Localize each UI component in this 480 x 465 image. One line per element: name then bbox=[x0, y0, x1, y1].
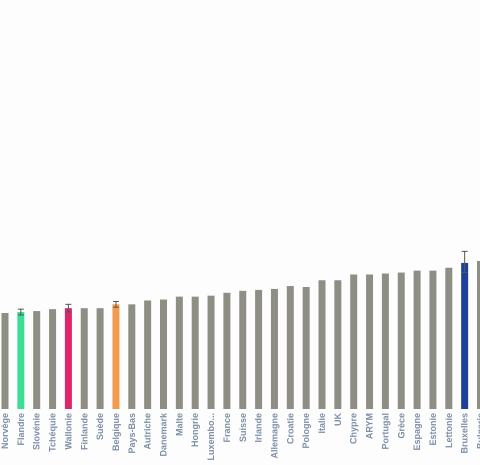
bar-croatie bbox=[286, 286, 294, 409]
bar-hongrie bbox=[191, 296, 199, 409]
tick-label-lettonie: Lettonie bbox=[444, 413, 454, 448]
tick-labels-group: Norvège Flandre Slovénie Tchéquie Wallonie Fi… bbox=[0, 412, 480, 461]
bar-pays-bas bbox=[128, 304, 136, 409]
tick-label-france: France bbox=[222, 413, 232, 443]
error-bars-group bbox=[17, 250, 468, 316]
tick-label-portugal: Portugal bbox=[380, 413, 390, 450]
tick-label-luxembo: Luxembo... bbox=[206, 413, 216, 461]
tick-label-bulgarie: Bulgarie bbox=[476, 413, 480, 449]
bar-suisse bbox=[239, 290, 247, 409]
tick-label-allemagne: Allemagne bbox=[269, 413, 279, 459]
bar-suede bbox=[96, 308, 104, 409]
tick-label-malte: Malte bbox=[174, 413, 184, 436]
bar-pologne bbox=[302, 287, 310, 409]
bar-lettonie bbox=[445, 267, 453, 409]
bar-luxembo bbox=[207, 295, 215, 409]
bar-italie bbox=[318, 280, 326, 409]
tick-label-pays-bas: Pays-Bas bbox=[127, 413, 137, 454]
tick-label-suede: Suède bbox=[95, 413, 105, 440]
tick-label-italie: Italie bbox=[317, 413, 327, 434]
bar-malte bbox=[175, 296, 183, 409]
tick-label-autriche: Autriche bbox=[143, 413, 153, 450]
bar-tchequie bbox=[49, 309, 57, 409]
bar-arym bbox=[366, 274, 374, 409]
tick-label-tchequie: Tchéquie bbox=[48, 413, 58, 452]
bar-chypre bbox=[350, 274, 358, 409]
bar-uk bbox=[334, 280, 342, 409]
bar-allemagne bbox=[270, 288, 278, 409]
tick-label-danemark: Danemark bbox=[159, 412, 169, 457]
tick-label-estonie: Estonie bbox=[428, 413, 438, 446]
tick-label-norvege: Norvège bbox=[0, 413, 10, 449]
tick-label-bruxelles: Bruxelles bbox=[460, 413, 470, 454]
bar-portugal bbox=[381, 273, 389, 409]
error-bar-bruxelles bbox=[461, 250, 468, 274]
tick-label-belgique: Belgique bbox=[111, 413, 121, 451]
bar-grece bbox=[397, 272, 405, 409]
tick-label-chypre: Chypre bbox=[349, 413, 359, 444]
tick-label-flandre: Flandre bbox=[16, 413, 26, 446]
bar-autriche bbox=[144, 300, 152, 409]
bar-wallonie bbox=[64, 308, 72, 409]
tick-label-grece: Grèce bbox=[396, 413, 406, 439]
tick-label-suisse: Suisse bbox=[238, 413, 248, 442]
tick-label-wallonie: Wallonie bbox=[63, 413, 73, 450]
bar-danemark bbox=[160, 299, 167, 409]
tick-label-irlande: Irlande bbox=[254, 413, 264, 443]
tick-label-finlande: Finlande bbox=[79, 413, 89, 450]
bar-france bbox=[223, 292, 231, 409]
bars-group bbox=[1, 261, 480, 409]
bar-bulgarie bbox=[477, 261, 480, 409]
tick-label-slovenie: Slovénie bbox=[32, 413, 42, 450]
tick-label-arym: ARYM bbox=[365, 413, 375, 439]
bar-espagne bbox=[413, 270, 421, 409]
tick-label-uk: UK bbox=[333, 413, 343, 426]
error-bar-wallonie bbox=[65, 303, 72, 313]
error-bar-belgique bbox=[112, 300, 119, 308]
bar-estonie bbox=[429, 270, 437, 409]
tick-label-croatie: Croatie bbox=[285, 413, 295, 444]
bar-bruxelles bbox=[461, 262, 469, 409]
error-bar-flandre bbox=[17, 308, 24, 316]
bar-norvege bbox=[1, 313, 9, 409]
tick-label-hongrie: Hongrie bbox=[190, 413, 200, 447]
bar-belgique bbox=[112, 304, 120, 409]
bar-flandre bbox=[17, 312, 25, 409]
bar-finlande bbox=[80, 308, 88, 409]
tick-label-espagne: Espagne bbox=[412, 413, 422, 451]
tick-label-pologne: Pologne bbox=[301, 413, 311, 449]
bar-irlande bbox=[255, 289, 263, 409]
bar-slovenie bbox=[33, 311, 41, 409]
